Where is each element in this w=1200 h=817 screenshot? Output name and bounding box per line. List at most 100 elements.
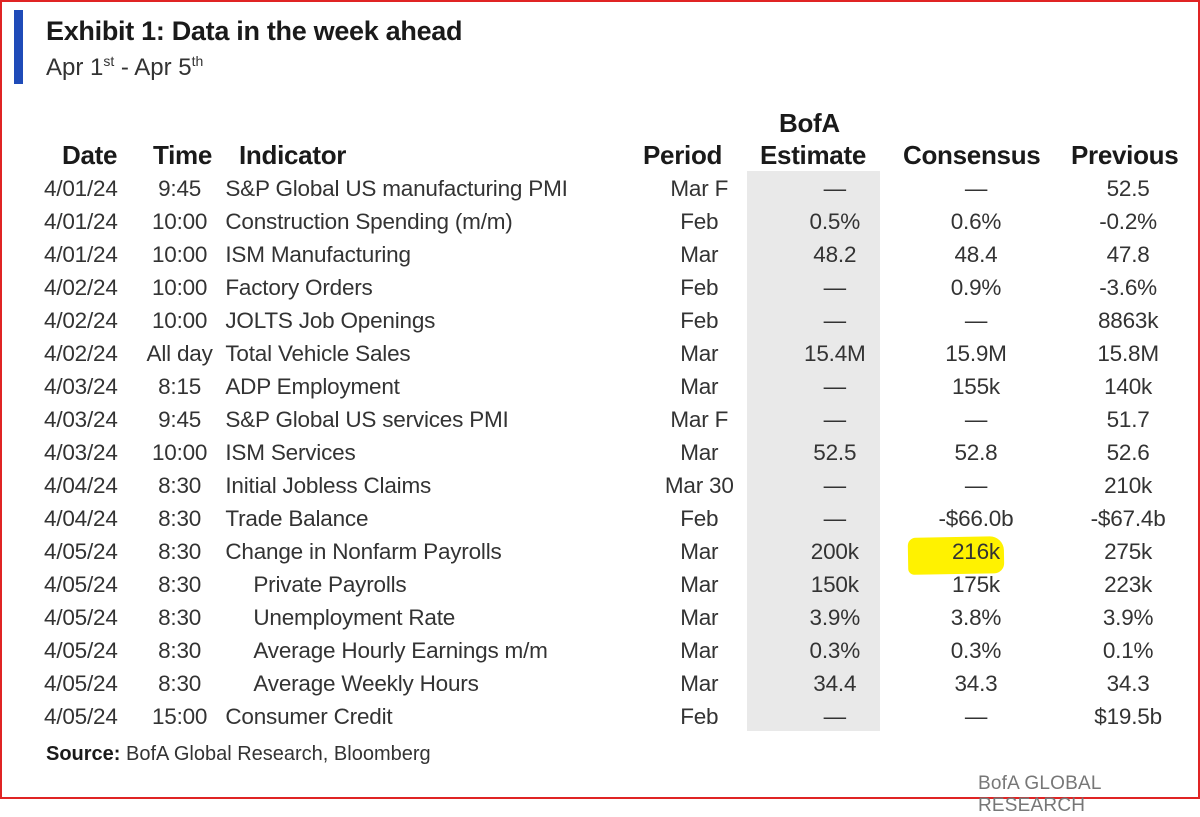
row-indicator: Consumer Credit [225,703,393,729]
row-estimate: — [823,373,847,399]
row-estimate: — [823,505,847,531]
table-row: 4/03/24 9:45 S&P Global US services PMI Mar… [44,403,1200,436]
subtitle-start-sup: st [103,53,115,69]
row-consensus: 48.4 [954,241,998,267]
row-date: 4/05/24 [44,604,118,630]
row-previous: -$67.4b [1090,505,1166,531]
row-date: 4/01/24 [44,208,118,234]
row-consensus: — [964,703,988,729]
row-consensus: 15.9M [945,340,1007,366]
row-time: 9:45 [158,406,202,432]
subtitle-start: Apr 1 [46,54,104,81]
row-time: 8:30 [158,505,202,531]
row-time: 8:15 [158,373,202,399]
row-consensus: — [964,175,988,201]
table-row: 4/04/24 8:30 Initial Jobless Claims Mar 30 —… [44,469,1200,502]
estimate-column-background [747,171,880,731]
row-time: 15:00 [151,703,208,729]
row-period: Mar [680,604,719,630]
row-time: 8:30 [158,538,202,564]
row-indicator: ISM Manufacturing [225,241,411,267]
table-row: 4/05/24 8:30 Unemployment Rate Mar 3.9% 3.8% 3… [44,601,1200,634]
row-period: Mar F [670,175,729,201]
table-row: 4/05/24 8:30 Private Payrolls Mar 150k 175k 22… [44,568,1200,601]
row-period: Mar [680,637,719,663]
row-period: Feb [680,505,719,531]
row-date: 4/05/24 [44,538,118,564]
row-period: Mar [680,571,719,597]
brand-footer: BofA GLOBAL RESEARCH [978,773,1101,816]
row-estimate: — [823,175,847,201]
row-date: 4/03/24 [44,406,118,432]
row-date: 4/05/24 [44,571,118,597]
row-date: 4/03/24 [44,373,118,399]
row-date: 4/05/24 [44,703,118,729]
row-indicator: Construction Spending (m/m) [225,208,513,234]
row-previous: 15.8M [1097,340,1159,366]
row-indicator: S&P Global US services PMI [225,406,509,432]
row-time: 10:00 [151,274,208,300]
row-previous: 47.8 [1106,241,1150,267]
row-estimate: 150k [810,571,859,597]
row-previous: 51.7 [1106,406,1150,432]
row-period: Mar [680,538,719,564]
row-estimate: 48.2 [813,241,857,267]
row-indicator: ISM Services [225,439,356,465]
row-time: 8:30 [158,472,202,498]
row-indicator: Total Vehicle Sales [225,340,411,366]
table-row: 4/02/24 10:00 JOLTS Job Openings Feb — — 8863k [44,304,1200,337]
row-previous: $19.5b [1094,703,1162,729]
header-previous: Previous [1071,140,1179,170]
row-previous: 8863k [1097,307,1159,333]
row-date: 4/05/24 [44,637,118,663]
row-period: Mar 30 [664,472,734,498]
table-row: 4/01/24 10:00 ISM Manufacturing Mar 48.2 48.4… [44,238,1200,271]
title-accent-bar [14,10,23,84]
exhibit-title: Exhibit 1: Data in the week ahead [46,16,463,46]
row-time: 8:30 [158,571,202,597]
subtitle-end-sup: th [191,53,204,69]
row-estimate: — [823,307,847,333]
row-period: Feb [680,208,719,234]
source-text: BofA Global Research, Bloomberg [120,743,431,765]
row-time: 8:30 [158,604,202,630]
row-consensus: 155k [951,373,1000,399]
row-indicator: Change in Nonfarm Payrolls [225,538,502,564]
row-period: Mar [680,670,719,696]
row-period: Feb [680,274,719,300]
row-time: All day [146,340,213,366]
table-row: 4/04/24 8:30 Trade Balance Feb — -$66.0b -$67.… [44,502,1200,535]
row-date: 4/03/24 [44,439,118,465]
header-date: Date [62,140,118,170]
row-indicator: ADP Employment [225,373,400,399]
row-date: 4/04/24 [44,472,118,498]
row-previous: 210k [1104,472,1153,498]
row-date: 4/02/24 [44,307,118,333]
row-consensus: 216k [951,538,1000,564]
row-indicator: Private Payrolls [253,571,407,597]
row-time: 10:00 [151,307,208,333]
row-consensus: 3.8% [950,604,1002,630]
source-note: Source: BofA Global Research, Bloomberg [46,743,431,766]
header-indicator: Indicator [239,140,347,170]
row-time: 8:30 [158,637,202,663]
row-previous: 52.6 [1106,439,1150,465]
row-period: Mar [680,340,719,366]
row-previous: 52.5 [1106,175,1150,201]
row-estimate: 0.3% [809,637,861,663]
row-indicator: Unemployment Rate [253,604,456,630]
header-time: Time [153,140,213,170]
source-label: Source: [46,743,121,765]
row-previous: 140k [1104,373,1153,399]
table-row: 4/01/24 10:00 Construction Spending (m/m) F… [44,205,1200,238]
table-row: 4/02/24 All day Total Vehicle Sales Mar 15.4… [44,337,1200,370]
row-consensus: 0.3% [950,637,1002,663]
header-estimate-line1: BofA [779,108,840,138]
row-consensus: — [964,307,988,333]
row-estimate: 200k [810,538,859,564]
row-estimate: 34.4 [813,670,857,696]
row-period: Mar [680,373,719,399]
row-indicator: Factory Orders [225,274,373,300]
table-row: 4/01/24 9:45 S&P Global US manufacturing P… [44,172,1200,205]
header-consensus: Consensus [903,140,1041,170]
